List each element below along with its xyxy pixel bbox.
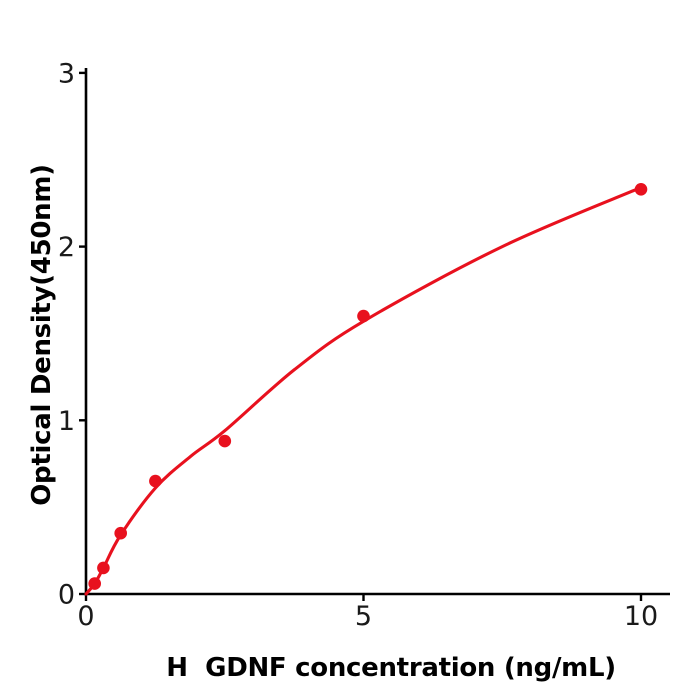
- x-axis-title: H GDNF concentration (ng/mL): [166, 653, 616, 683]
- x-tick-label: 10: [624, 601, 658, 632]
- y-tick-label: 1: [58, 406, 75, 437]
- data-point: [149, 474, 162, 488]
- x-tick-label: 0: [77, 601, 94, 632]
- data-point: [634, 183, 648, 196]
- tick-labels-layer: 0 5 10 0 1 2 3: [58, 58, 658, 632]
- y-axis-title: Optical Density(450nm): [27, 164, 57, 506]
- data-point: [114, 526, 127, 540]
- axes-layer: [84, 68, 670, 596]
- data-point: [97, 561, 110, 575]
- tick-marks-layer: [79, 71, 643, 601]
- data-points-layer: [88, 183, 648, 590]
- data-point: [218, 434, 232, 448]
- x-tick-label: 5: [355, 601, 372, 632]
- data-point: [88, 577, 101, 590]
- fit-curve: [84, 185, 643, 596]
- y-tick-label: 0: [58, 580, 75, 611]
- data-point: [357, 309, 370, 323]
- y-tick-label: 3: [58, 58, 75, 89]
- y-tick-label: 2: [58, 232, 75, 263]
